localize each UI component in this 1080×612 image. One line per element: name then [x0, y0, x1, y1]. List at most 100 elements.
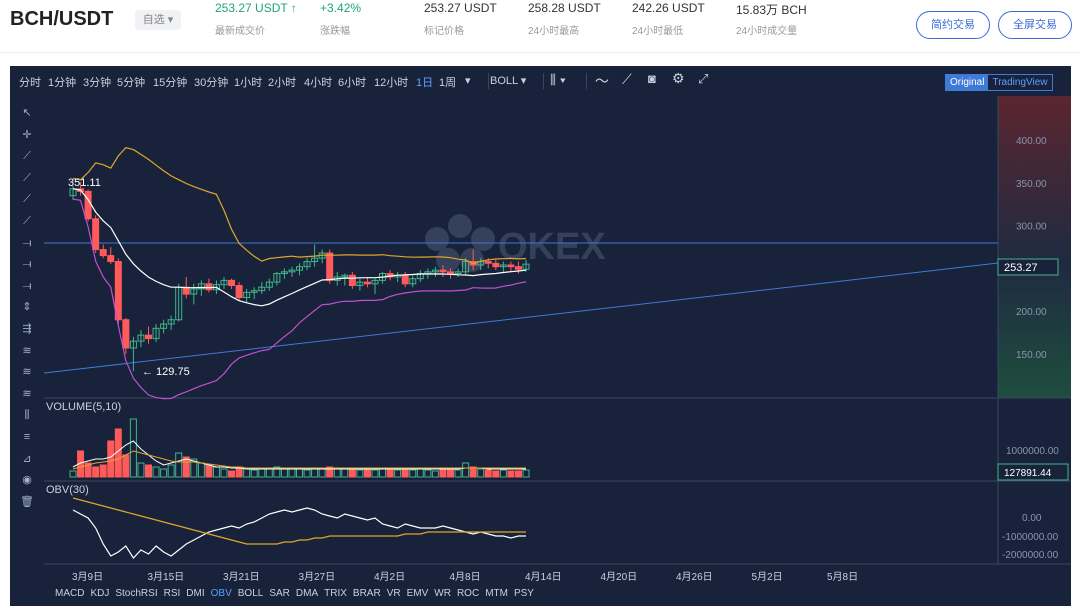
trend-line-icon[interactable]: ⟋	[23, 150, 31, 163]
volume-bar	[228, 470, 236, 478]
interval-10[interactable]: 12小时	[374, 77, 409, 89]
candle	[129, 336, 137, 372]
interval-6[interactable]: 1小时	[234, 77, 263, 89]
high-annotation: 351.11	[68, 177, 101, 189]
fullscreen-trade-button[interactable]: 全屏交易	[998, 11, 1072, 39]
volume-bar	[424, 469, 432, 478]
indicator-tab-boll[interactable]: BOLL	[237, 588, 264, 599]
indicator-tab-vr[interactable]: VR	[386, 588, 401, 599]
candle	[243, 288, 251, 303]
candle-style-icon[interactable]: ⫼ ▾	[550, 72, 566, 87]
favorite-button[interactable]: 自选 ▾	[135, 10, 181, 30]
indicator-tab-kdj[interactable]: KDJ	[90, 588, 110, 599]
indicator-tab-psy[interactable]: PSY	[513, 588, 534, 599]
interval-0[interactable]: 分时	[19, 77, 41, 89]
chevron-down-icon: ▾	[167, 14, 174, 26]
camera-icon[interactable]: ◙	[648, 71, 656, 86]
pitchfork-icon[interactable]: ≋	[22, 387, 32, 400]
vertical-line-icon[interactable]: ⇕	[22, 301, 32, 314]
line-style-icon[interactable]: 〜	[595, 73, 609, 89]
candle	[394, 271, 402, 283]
candle	[454, 268, 462, 277]
volume-bar	[416, 468, 424, 478]
volume-bar	[318, 468, 326, 478]
candle	[447, 268, 454, 279]
measure-icon[interactable]: ⊿	[22, 452, 32, 465]
volume-bar	[160, 468, 168, 478]
contract-trade-button[interactable]: 简约交易	[916, 11, 990, 39]
interval-11[interactable]: 1日	[416, 77, 434, 89]
candle	[409, 275, 417, 288]
indicator-tab-rsi[interactable]: RSI	[163, 588, 181, 599]
stat-value: 15.83万 BCH	[736, 3, 807, 17]
volume-bar	[69, 470, 77, 478]
horizontal-ray-icon[interactable]: ⟞	[22, 258, 32, 271]
interval-8[interactable]: 4小时	[304, 77, 333, 89]
interval-1[interactable]: 1分钟	[48, 77, 77, 89]
segment-icon[interactable]: ⟋	[23, 215, 31, 227]
volume-title: VOLUME(5,10)	[46, 401, 121, 413]
indicator-tab-wr[interactable]: WR	[434, 588, 451, 599]
indicator-tab-dma[interactable]: DMA	[295, 588, 319, 599]
indicator-tab-dmi[interactable]: DMI	[186, 588, 205, 599]
indicator-tab-sar[interactable]: SAR	[269, 588, 290, 599]
chart-canvas: OKEX 400.00350.00300.00250.00200.00150.0…	[43, 96, 1071, 583]
candle	[439, 264, 447, 277]
chart-panel: 分时 1分钟 3分钟 5分钟 15分钟 30分钟 1小时 2小时 4小时 6小时 12小时 1日 1周 ▾…	[10, 66, 1071, 606]
view-original-button[interactable]: Original	[946, 75, 989, 90]
volume-bar	[212, 466, 220, 478]
gear-icon[interactable]: ⚙	[672, 70, 685, 86]
fibonacci-icon[interactable]: ≋	[22, 344, 32, 357]
price-scale-background	[998, 96, 1071, 398]
draw-icon[interactable]: ⟋	[622, 71, 632, 87]
eye-icon[interactable]: ◉	[22, 474, 32, 487]
trash-icon[interactable]: 🗑	[20, 495, 34, 508]
text-icon[interactable]: ≡	[23, 431, 31, 443]
view-tradingview-button[interactable]: TradingView	[992, 77, 1048, 88]
horizontal-line-icon[interactable]: ⟞	[22, 236, 32, 249]
interval-5[interactable]: 30分钟	[194, 77, 229, 89]
indicator-tab-mtm[interactable]: MTM	[485, 588, 508, 599]
volume-bar	[250, 469, 258, 478]
gann-icon[interactable]: ⫼	[24, 409, 30, 422]
interval-2[interactable]: 3分钟	[83, 77, 112, 89]
candle	[99, 244, 107, 259]
last-price-label: 253.27	[1004, 262, 1038, 274]
ray-icon[interactable]: ⟋	[23, 171, 31, 184]
parallel-channel-icon[interactable]: ⟞	[22, 279, 32, 292]
interval-12[interactable]: 1周	[439, 77, 457, 89]
volume-bar	[205, 464, 213, 478]
indicator-tab-obv[interactable]: OBV	[210, 588, 232, 599]
crosshair-icon[interactable]: ✛	[22, 128, 32, 141]
price-line-icon[interactable]: ⇶	[22, 323, 32, 335]
indicator-tab-trix[interactable]: TRIX	[324, 588, 347, 599]
indicator-tab-brar[interactable]: BRAR	[352, 588, 381, 599]
interval-4[interactable]: 15分钟	[153, 77, 188, 89]
interval-7[interactable]: 2小时	[268, 77, 297, 89]
watermark-text: OKEX	[498, 226, 606, 268]
candle	[114, 258, 122, 325]
interval-9[interactable]: 6小时	[338, 77, 367, 89]
pair-title: BCH/USDT	[10, 8, 114, 30]
volume-bar	[137, 462, 145, 478]
low-annotation: ← 129.75	[142, 366, 190, 378]
indicator-selector[interactable]: BOLL ▾	[490, 74, 526, 87]
fullscreen-icon[interactable]: ⤢	[698, 71, 709, 86]
fib-channel-icon[interactable]: ≋	[22, 366, 32, 379]
indicator-tab-macd[interactable]: MACD	[55, 588, 85, 599]
market-header: BCH/USDT 自选 ▾ 253.27 USDT ↑ 最新成交价 +3.42% 涨跌…	[0, 0, 1080, 53]
chevron-down-icon[interactable]: ▾	[465, 75, 471, 87]
volume-bar	[401, 468, 409, 478]
indicator-tab-roc[interactable]: ROC	[456, 588, 480, 599]
candle	[107, 247, 115, 265]
extended-line-icon[interactable]: ⟋	[23, 193, 31, 206]
interval-3[interactable]: 5分钟	[117, 77, 146, 89]
obv-title: OBV(30)	[46, 484, 89, 496]
indicator-tab-stochrsi[interactable]: StochRSI	[115, 588, 158, 599]
candle	[416, 270, 424, 283]
candle	[250, 287, 258, 300]
indicator-label: BOLL	[490, 75, 518, 87]
candle	[228, 278, 236, 289]
cursor-icon[interactable]: ↖	[22, 107, 32, 119]
indicator-tab-emv[interactable]: EMV	[406, 588, 429, 599]
